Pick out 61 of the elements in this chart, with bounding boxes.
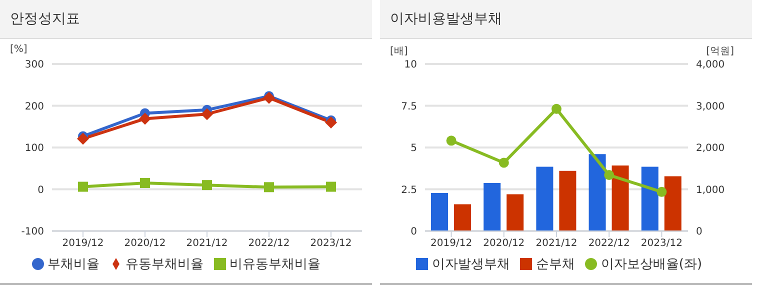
y-axis-title: [배] — [390, 45, 408, 58]
point — [446, 136, 456, 146]
chart-title: 이자비용발생부채 — [380, 0, 752, 39]
y-tick-label: 0 — [410, 226, 417, 238]
bar — [506, 194, 524, 231]
y2-tick-label: 1,000 — [696, 184, 725, 196]
point — [326, 182, 336, 192]
point — [552, 104, 562, 114]
y-tick-label: 100 — [24, 143, 44, 154]
legend-label: 이자보상배율(좌) — [600, 257, 702, 272]
y2-tick-label: 0 — [696, 226, 702, 238]
x-tick-label: 2021/12 — [186, 238, 228, 250]
point — [263, 92, 275, 104]
point — [604, 170, 614, 180]
y2-axis-title: [억원] — [706, 45, 734, 58]
x-tick-label: 2023/12 — [310, 238, 352, 250]
y-tick-label: 2.5 — [401, 184, 417, 196]
y-tick-label: 0 — [38, 184, 44, 196]
legend-label: 부채비율 — [48, 257, 100, 272]
point — [139, 112, 151, 125]
y-tick-label: 10 — [404, 60, 417, 71]
bar — [559, 170, 576, 231]
x-tick-label: 2023/12 — [640, 238, 682, 250]
x-tick-label: 2020/12 — [124, 238, 166, 250]
bar — [536, 166, 554, 231]
bar — [484, 182, 501, 231]
y2-tick-label: 2,000 — [696, 143, 725, 154]
y-tick-label: 200 — [24, 101, 44, 112]
point — [77, 132, 89, 145]
legend-label: 비유동부채비율 — [230, 257, 320, 272]
bar — [454, 204, 471, 231]
x-tick-label: 2022/12 — [248, 238, 290, 250]
x-tick-label: 2022/12 — [588, 238, 630, 250]
bar — [664, 176, 682, 231]
y-axis-title: [%] — [10, 44, 28, 55]
point — [78, 182, 88, 192]
bar — [431, 193, 448, 231]
x-tick-label: 2020/12 — [483, 238, 525, 250]
point — [656, 186, 667, 197]
y-tick-label: -100 — [21, 226, 44, 238]
x-tick-label: 2021/12 — [536, 238, 578, 250]
chart-title: 안정성지표 — [0, 0, 372, 39]
y2-tick-label: 4,000 — [696, 60, 725, 71]
point — [498, 158, 509, 168]
y-tick-label: 300 — [24, 60, 44, 71]
legend-label: 이자발생부채 — [432, 257, 510, 272]
legend-label: 유동부채비율 — [126, 257, 204, 272]
y-tick-label: 5 — [410, 143, 417, 154]
point — [202, 180, 212, 190]
bar — [588, 154, 606, 231]
y-tick-label: 7.5 — [401, 101, 417, 112]
bar — [612, 165, 629, 231]
point — [264, 182, 274, 192]
x-tick-label: 2019/12 — [62, 238, 104, 250]
legend-label: 순부채 — [536, 257, 575, 272]
point — [140, 178, 150, 188]
point — [325, 116, 337, 128]
bar — [641, 166, 658, 231]
y2-tick-label: 3,000 — [696, 101, 725, 112]
point — [201, 108, 213, 120]
x-tick-label: 2019/12 — [430, 238, 472, 250]
